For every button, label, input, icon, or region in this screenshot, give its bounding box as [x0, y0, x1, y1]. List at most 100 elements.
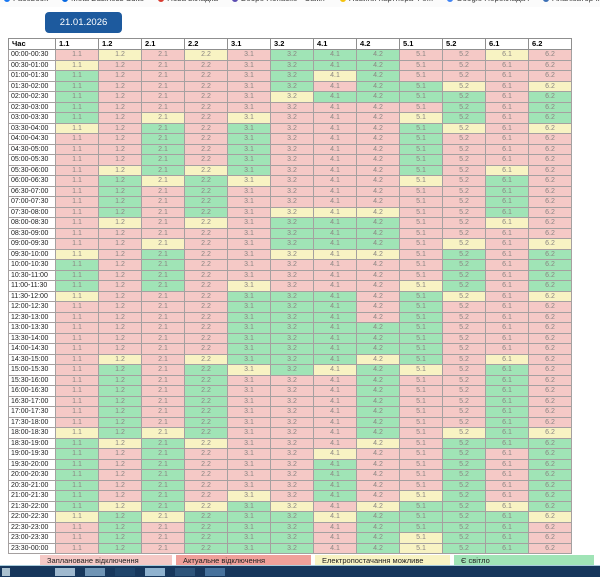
schedule-cell: 3.1 [227, 469, 271, 481]
time-cell: 10:00-10:30 [8, 259, 56, 271]
bookmark-item[interactable]: Facebook [4, 0, 48, 3]
table-row: 03:30-04:00 1.1 1.2 2.1 2.2 3.1 3.2 4.1 4.2 5.1 5.… [8, 122, 572, 134]
schedule-cell: 3.2 [270, 343, 314, 355]
schedule-cell: 5.2 [442, 374, 486, 386]
schedule-cell: 6.1 [485, 311, 529, 323]
table-row: 05:00-05:30 1.1 1.2 2.1 2.2 3.1 3.2 4.1 4.2 5.1 5.… [8, 154, 572, 166]
schedule-cell: 2.1 [141, 185, 185, 197]
schedule-cell: 4.1 [313, 311, 357, 323]
schedule-cell: 4.2 [356, 437, 400, 449]
schedule-cell: 4.1 [313, 532, 357, 544]
schedule-cell: 3.2 [270, 290, 314, 302]
analyzer-icon [543, 0, 550, 2]
schedule-cell: 2.1 [141, 332, 185, 344]
schedule-cell: 5.2 [442, 70, 486, 82]
schedule-cell: 5.1 [399, 269, 443, 281]
schedule-cell: 2.2 [184, 185, 228, 197]
schedule-cell: 5.2 [442, 91, 486, 103]
schedule-cell: 3.2 [270, 185, 314, 197]
time-cell: 05:30-06:00 [8, 164, 56, 176]
schedule-cell: 6.1 [485, 521, 529, 533]
schedule-cell: 2.1 [141, 175, 185, 187]
schedule-cell: 1.2 [98, 479, 142, 491]
schedule-cell: 4.1 [313, 259, 357, 271]
bookmark-item[interactable]: Google Перекладач [447, 0, 529, 3]
schedule-cell: 6.1 [485, 101, 529, 113]
schedule-cell: 3.2 [270, 511, 314, 523]
schedule-cell: 6.1 [485, 395, 529, 407]
schedule-cell: 2.2 [184, 437, 228, 449]
schedule-cell: 3.2 [270, 122, 314, 134]
schedule-cell: 2.2 [184, 343, 228, 355]
bookmark-item[interactable]: Нова вкладка [158, 0, 218, 3]
schedule-cell: 1.2 [98, 154, 142, 166]
schedule-cell: 4.1 [313, 448, 357, 460]
bookmark-item[interactable]: Новини партнера 4 е... [339, 0, 434, 3]
schedule-cell: 2.1 [141, 154, 185, 166]
schedule-cell: 1.2 [98, 112, 142, 124]
schedule-cell: 3.1 [227, 406, 271, 418]
schedule-cell: 4.1 [313, 521, 357, 533]
table-row: 13:30-14:00 1.1 1.2 2.1 2.2 3.1 3.2 4.1 4.2 5.1 5.… [8, 332, 572, 344]
column-header: 3.2 [270, 38, 314, 50]
taskbar-tile[interactable] [115, 568, 135, 576]
schedule-cell: 5.2 [442, 164, 486, 176]
schedule-cell: 2.1 [141, 311, 185, 323]
taskbar-tile[interactable] [205, 568, 225, 576]
schedule-cell: 6.2 [528, 406, 572, 418]
schedule-cell: 2.2 [184, 469, 228, 481]
taskbar-tile[interactable] [175, 568, 195, 576]
schedule-cell: 5.1 [399, 490, 443, 502]
schedule-cell: 4.2 [356, 259, 400, 271]
schedule-cell: 4.2 [356, 500, 400, 512]
schedule-cell: 2.1 [141, 70, 185, 82]
schedule-cell: 3.2 [270, 217, 314, 229]
schedule-cell: 1.2 [98, 122, 142, 134]
time-cell: 12:00-12:30 [8, 301, 56, 313]
schedule-cell: 4.2 [356, 395, 400, 407]
schedule-cell: 5.1 [399, 511, 443, 523]
schedule-cell: 2.1 [141, 238, 185, 250]
schedule-cell: 5.1 [399, 479, 443, 491]
schedule-cell: 5.1 [399, 248, 443, 260]
table-row: 08:30-09:00 1.1 1.2 2.1 2.2 3.1 3.2 4.1 4.2 5.1 5.… [8, 227, 572, 239]
schedule-cell: 5.2 [442, 406, 486, 418]
taskbar-tile[interactable] [85, 568, 105, 576]
schedule-cell: 2.1 [141, 196, 185, 208]
schedule-cell: 6.2 [528, 154, 572, 166]
schedule-cell: 6.2 [528, 511, 572, 523]
bookmark-item[interactable]: Аналізатор конкуре... [543, 0, 600, 3]
schedule-cell: 5.2 [442, 206, 486, 218]
time-cell: 21:00-21:30 [8, 490, 56, 502]
schedule-cell: 5.2 [442, 353, 486, 365]
start-button-icon[interactable] [2, 568, 10, 576]
schedule-cell: 2.1 [141, 469, 185, 481]
schedule-cell: 3.2 [270, 227, 314, 239]
schedule-cell: 2.2 [184, 175, 228, 187]
bookmark-item[interactable]: Meta Business Suite [62, 0, 144, 3]
schedule-cell: 4.2 [356, 49, 400, 61]
date-button[interactable]: 21.01.2026 [45, 12, 122, 33]
table-row: 06:00-06:30 1.1 1.2 2.1 2.2 3.1 3.2 4.1 4.2 5.1 5.… [8, 175, 572, 187]
schedule-cell: 5.2 [442, 532, 486, 544]
taskbar-tile[interactable] [145, 568, 165, 576]
schedule-cell: 3.2 [270, 280, 314, 292]
schedule-cell: 4.2 [356, 479, 400, 491]
time-cell: 22:30-23:00 [8, 521, 56, 533]
schedule-cell: 4.1 [313, 322, 357, 334]
taskbar-tile[interactable] [55, 568, 75, 576]
schedule-cell: 2.1 [141, 248, 185, 260]
schedule-cell: 4.2 [356, 364, 400, 376]
schedule-cell: 2.1 [141, 80, 185, 92]
table-row: 00:00-00:30 1.1 1.2 2.1 2.2 3.1 3.2 4.1 4.2 5.1 5.… [8, 49, 572, 61]
bookmark-label: Новини партнера 4 е... [349, 0, 434, 3]
schedule-cell: 2.2 [184, 500, 228, 512]
schedule-cell: 2.1 [141, 542, 185, 554]
schedule-cell: 3.2 [270, 101, 314, 113]
time-cell: 13:00-13:30 [8, 322, 56, 334]
schedule-cell: 1.2 [98, 206, 142, 218]
schedule-cell: 6.1 [485, 500, 529, 512]
schedule-cell: 1.2 [98, 91, 142, 103]
bookmark-item[interactable]: Вебре Попаске - Саміт [231, 0, 326, 3]
schedule-cell: 3.2 [270, 521, 314, 533]
